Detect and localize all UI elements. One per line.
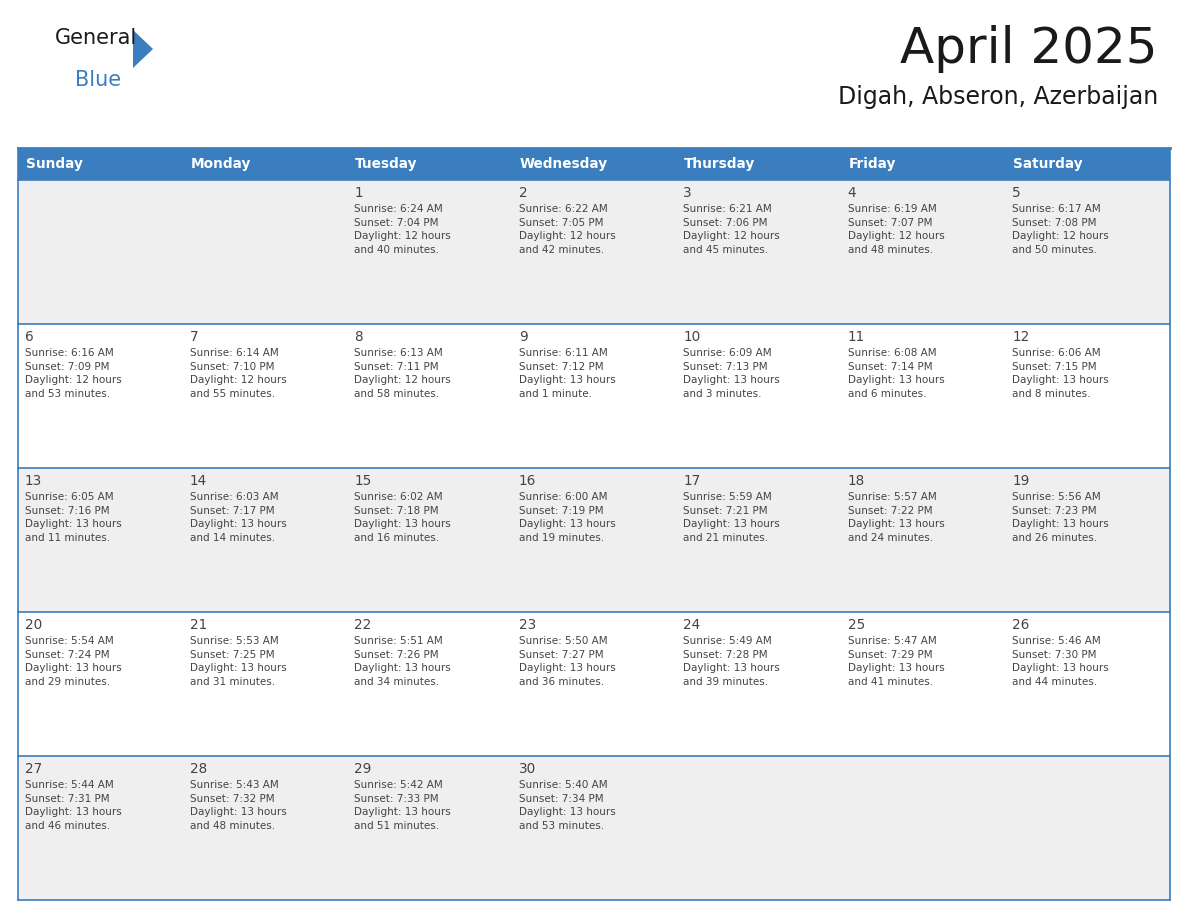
- Text: Sunrise: 5:42 AM
Sunset: 7:33 PM
Daylight: 13 hours
and 51 minutes.: Sunrise: 5:42 AM Sunset: 7:33 PM Dayligh…: [354, 780, 451, 831]
- Text: 24: 24: [683, 618, 701, 632]
- Text: Sunrise: 5:54 AM
Sunset: 7:24 PM
Daylight: 13 hours
and 29 minutes.: Sunrise: 5:54 AM Sunset: 7:24 PM Dayligh…: [25, 636, 121, 687]
- Text: 11: 11: [848, 330, 865, 344]
- Text: Sunrise: 5:46 AM
Sunset: 7:30 PM
Daylight: 13 hours
and 44 minutes.: Sunrise: 5:46 AM Sunset: 7:30 PM Dayligh…: [1012, 636, 1110, 687]
- Bar: [18, 324, 1170, 468]
- Text: 26: 26: [1012, 618, 1030, 632]
- Text: 22: 22: [354, 618, 372, 632]
- Text: Monday: Monday: [190, 157, 251, 171]
- Bar: [347, 148, 512, 180]
- Text: 17: 17: [683, 474, 701, 488]
- Text: Sunrise: 6:13 AM
Sunset: 7:11 PM
Daylight: 12 hours
and 58 minutes.: Sunrise: 6:13 AM Sunset: 7:11 PM Dayligh…: [354, 348, 451, 398]
- Text: Sunrise: 5:51 AM
Sunset: 7:26 PM
Daylight: 13 hours
and 34 minutes.: Sunrise: 5:51 AM Sunset: 7:26 PM Dayligh…: [354, 636, 451, 687]
- Bar: [1005, 148, 1170, 180]
- Text: 13: 13: [25, 474, 43, 488]
- Bar: [183, 148, 347, 180]
- Text: 5: 5: [1012, 186, 1022, 200]
- Text: Sunrise: 5:49 AM
Sunset: 7:28 PM
Daylight: 13 hours
and 39 minutes.: Sunrise: 5:49 AM Sunset: 7:28 PM Dayligh…: [683, 636, 781, 687]
- Text: 23: 23: [519, 618, 536, 632]
- Text: April 2025: April 2025: [901, 25, 1158, 73]
- Text: Sunrise: 6:00 AM
Sunset: 7:19 PM
Daylight: 13 hours
and 19 minutes.: Sunrise: 6:00 AM Sunset: 7:19 PM Dayligh…: [519, 492, 615, 543]
- Text: Sunrise: 6:24 AM
Sunset: 7:04 PM
Daylight: 12 hours
and 40 minutes.: Sunrise: 6:24 AM Sunset: 7:04 PM Dayligh…: [354, 204, 451, 255]
- Text: Sunrise: 5:47 AM
Sunset: 7:29 PM
Daylight: 13 hours
and 41 minutes.: Sunrise: 5:47 AM Sunset: 7:29 PM Dayligh…: [848, 636, 944, 687]
- Text: 28: 28: [190, 762, 207, 776]
- Text: Sunrise: 5:59 AM
Sunset: 7:21 PM
Daylight: 13 hours
and 21 minutes.: Sunrise: 5:59 AM Sunset: 7:21 PM Dayligh…: [683, 492, 781, 543]
- Text: 20: 20: [25, 618, 43, 632]
- Text: Sunrise: 6:09 AM
Sunset: 7:13 PM
Daylight: 13 hours
and 3 minutes.: Sunrise: 6:09 AM Sunset: 7:13 PM Dayligh…: [683, 348, 781, 398]
- Text: Sunrise: 5:57 AM
Sunset: 7:22 PM
Daylight: 13 hours
and 24 minutes.: Sunrise: 5:57 AM Sunset: 7:22 PM Dayligh…: [848, 492, 944, 543]
- Text: Sunrise: 5:50 AM
Sunset: 7:27 PM
Daylight: 13 hours
and 36 minutes.: Sunrise: 5:50 AM Sunset: 7:27 PM Dayligh…: [519, 636, 615, 687]
- Text: 4: 4: [848, 186, 857, 200]
- Polygon shape: [133, 30, 153, 68]
- Text: 18: 18: [848, 474, 865, 488]
- Bar: [18, 180, 1170, 324]
- Text: Saturday: Saturday: [1013, 157, 1083, 171]
- Text: Friday: Friday: [849, 157, 896, 171]
- Text: Sunrise: 6:16 AM
Sunset: 7:09 PM
Daylight: 12 hours
and 53 minutes.: Sunrise: 6:16 AM Sunset: 7:09 PM Dayligh…: [25, 348, 121, 398]
- Bar: [18, 612, 1170, 756]
- Text: Sunrise: 5:56 AM
Sunset: 7:23 PM
Daylight: 13 hours
and 26 minutes.: Sunrise: 5:56 AM Sunset: 7:23 PM Dayligh…: [1012, 492, 1110, 543]
- Text: Thursday: Thursday: [684, 157, 756, 171]
- Text: Sunrise: 6:06 AM
Sunset: 7:15 PM
Daylight: 13 hours
and 8 minutes.: Sunrise: 6:06 AM Sunset: 7:15 PM Dayligh…: [1012, 348, 1110, 398]
- Text: 27: 27: [25, 762, 43, 776]
- Text: 30: 30: [519, 762, 536, 776]
- Text: Sunrise: 5:53 AM
Sunset: 7:25 PM
Daylight: 13 hours
and 31 minutes.: Sunrise: 5:53 AM Sunset: 7:25 PM Dayligh…: [190, 636, 286, 687]
- Text: 1: 1: [354, 186, 362, 200]
- Bar: [18, 148, 183, 180]
- Text: Blue: Blue: [75, 70, 121, 90]
- Bar: [676, 148, 841, 180]
- Text: Sunrise: 5:43 AM
Sunset: 7:32 PM
Daylight: 13 hours
and 48 minutes.: Sunrise: 5:43 AM Sunset: 7:32 PM Dayligh…: [190, 780, 286, 831]
- Text: Tuesday: Tuesday: [355, 157, 418, 171]
- Bar: [841, 148, 1005, 180]
- Text: Wednesday: Wednesday: [519, 157, 608, 171]
- Text: 25: 25: [848, 618, 865, 632]
- Text: 7: 7: [190, 330, 198, 344]
- Text: Sunrise: 5:44 AM
Sunset: 7:31 PM
Daylight: 13 hours
and 46 minutes.: Sunrise: 5:44 AM Sunset: 7:31 PM Dayligh…: [25, 780, 121, 831]
- Bar: [512, 148, 676, 180]
- Text: Sunrise: 6:03 AM
Sunset: 7:17 PM
Daylight: 13 hours
and 14 minutes.: Sunrise: 6:03 AM Sunset: 7:17 PM Dayligh…: [190, 492, 286, 543]
- Text: Sunrise: 6:14 AM
Sunset: 7:10 PM
Daylight: 12 hours
and 55 minutes.: Sunrise: 6:14 AM Sunset: 7:10 PM Dayligh…: [190, 348, 286, 398]
- Text: 6: 6: [25, 330, 33, 344]
- Text: 10: 10: [683, 330, 701, 344]
- Text: 9: 9: [519, 330, 527, 344]
- Text: 2: 2: [519, 186, 527, 200]
- Text: 21: 21: [190, 618, 207, 632]
- Bar: [18, 468, 1170, 612]
- Text: Sunrise: 6:02 AM
Sunset: 7:18 PM
Daylight: 13 hours
and 16 minutes.: Sunrise: 6:02 AM Sunset: 7:18 PM Dayligh…: [354, 492, 451, 543]
- Text: 12: 12: [1012, 330, 1030, 344]
- Text: Sunrise: 5:40 AM
Sunset: 7:34 PM
Daylight: 13 hours
and 53 minutes.: Sunrise: 5:40 AM Sunset: 7:34 PM Dayligh…: [519, 780, 615, 831]
- Text: 15: 15: [354, 474, 372, 488]
- Text: General: General: [55, 28, 138, 48]
- Text: 19: 19: [1012, 474, 1030, 488]
- Text: Sunrise: 6:08 AM
Sunset: 7:14 PM
Daylight: 13 hours
and 6 minutes.: Sunrise: 6:08 AM Sunset: 7:14 PM Dayligh…: [848, 348, 944, 398]
- Text: Sunrise: 6:11 AM
Sunset: 7:12 PM
Daylight: 13 hours
and 1 minute.: Sunrise: 6:11 AM Sunset: 7:12 PM Dayligh…: [519, 348, 615, 398]
- Text: Digah, Abseron, Azerbaijan: Digah, Abseron, Azerbaijan: [838, 85, 1158, 109]
- Text: 16: 16: [519, 474, 536, 488]
- Text: 8: 8: [354, 330, 362, 344]
- Text: 14: 14: [190, 474, 207, 488]
- Text: Sunrise: 6:19 AM
Sunset: 7:07 PM
Daylight: 12 hours
and 48 minutes.: Sunrise: 6:19 AM Sunset: 7:07 PM Dayligh…: [848, 204, 944, 255]
- Text: Sunrise: 6:17 AM
Sunset: 7:08 PM
Daylight: 12 hours
and 50 minutes.: Sunrise: 6:17 AM Sunset: 7:08 PM Dayligh…: [1012, 204, 1110, 255]
- Text: Sunday: Sunday: [26, 157, 83, 171]
- Text: 3: 3: [683, 186, 691, 200]
- Text: 29: 29: [354, 762, 372, 776]
- Text: Sunrise: 6:05 AM
Sunset: 7:16 PM
Daylight: 13 hours
and 11 minutes.: Sunrise: 6:05 AM Sunset: 7:16 PM Dayligh…: [25, 492, 121, 543]
- Text: Sunrise: 6:22 AM
Sunset: 7:05 PM
Daylight: 12 hours
and 42 minutes.: Sunrise: 6:22 AM Sunset: 7:05 PM Dayligh…: [519, 204, 615, 255]
- Text: Sunrise: 6:21 AM
Sunset: 7:06 PM
Daylight: 12 hours
and 45 minutes.: Sunrise: 6:21 AM Sunset: 7:06 PM Dayligh…: [683, 204, 781, 255]
- Bar: [18, 756, 1170, 900]
